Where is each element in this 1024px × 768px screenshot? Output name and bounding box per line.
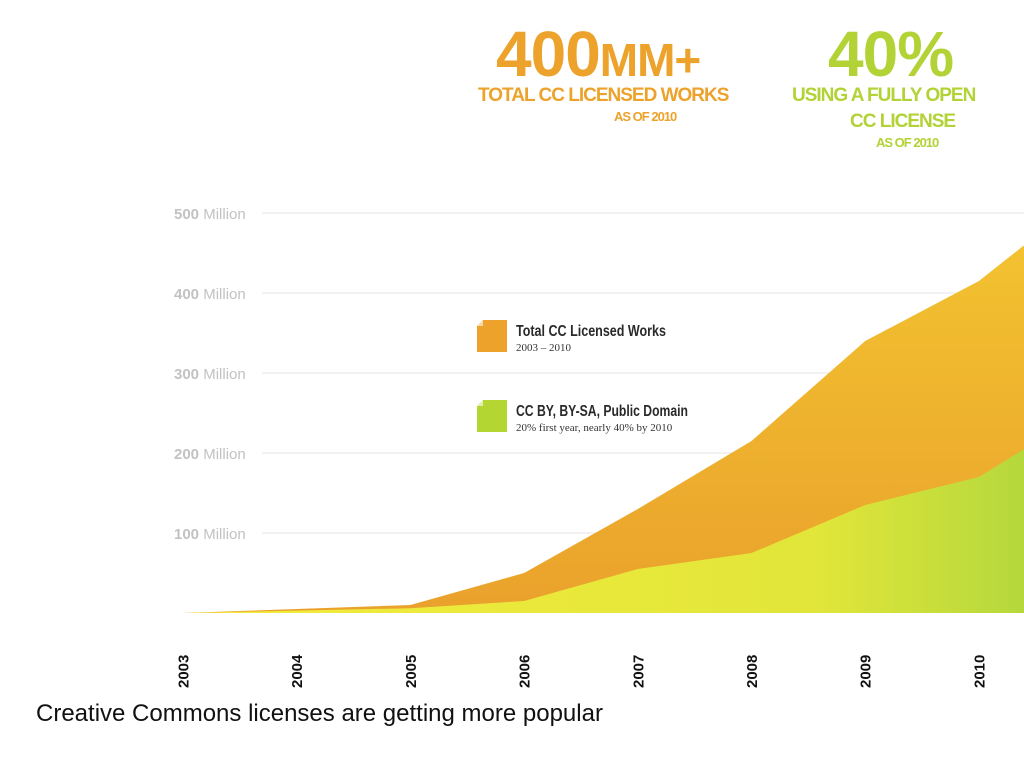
- stat-open-sub: AS OF 2010: [876, 135, 939, 150]
- stat-open-label-line1: USING A FULLY OPEN: [792, 85, 976, 106]
- area-chart: 500 Million 400 Million 300 Million 200 Mil…: [174, 206, 1024, 688]
- legend-label: Total CC Licensed Works: [516, 323, 666, 340]
- legend-swatch: [477, 320, 507, 352]
- y-tick-label: 300 Million: [174, 366, 246, 383]
- stat-open-number: 40%: [828, 18, 954, 90]
- stat-open-label-line2: CC LICENSE: [850, 111, 956, 132]
- stat-total-number-unit: MM+: [599, 34, 701, 86]
- slide-caption: Creative Commons licenses are getting mo…: [36, 700, 603, 727]
- area-cc-by-by-sa-public-domain: [183, 449, 1024, 613]
- x-tick-label: 2004: [289, 654, 306, 688]
- x-tick-labels: 2003 2004 2005 2006 2007 2008 2009 2010: [176, 654, 989, 688]
- area-series: [183, 245, 1024, 613]
- legend-sublabel: 20% first year, nearly 40% by 2010: [516, 422, 673, 434]
- y-tick-labels: 500 Million 400 Million 300 Million 200 Mil…: [174, 206, 246, 543]
- stat-total-label: TOTAL CC LICENSED WORKS: [478, 85, 729, 106]
- legend-swatch: [477, 400, 507, 432]
- legend-swatch-fold: [477, 320, 483, 326]
- x-tick-label: 2009: [858, 655, 875, 688]
- x-tick-label: 2010: [971, 655, 988, 688]
- y-tick-label: 100 Million: [174, 526, 246, 543]
- x-tick-label: 2006: [517, 655, 534, 688]
- x-tick-label: 2007: [630, 655, 647, 688]
- stat-total-number: 400MM+: [496, 22, 701, 86]
- legend: Total CC Licensed Works 2003 – 2010 CC BY,…: [477, 320, 688, 434]
- stat-total-sub: AS OF 2010: [614, 109, 677, 124]
- y-tick-label: 500 Million: [174, 206, 246, 223]
- area-total-cc-licensed-works: [183, 245, 1024, 613]
- legend-sublabel: 2003 – 2010: [516, 342, 572, 354]
- y-tick-label: 400 Million: [174, 286, 246, 303]
- y-tick-label: 200 Million: [174, 446, 246, 463]
- legend-swatch-fold: [477, 400, 483, 406]
- x-tick-label: 2005: [403, 655, 420, 688]
- x-tick-label: 2003: [176, 655, 193, 688]
- legend-label: CC BY, BY-SA, Public Domain: [516, 403, 688, 420]
- x-tick-label: 2008: [744, 655, 761, 688]
- stat-total-number-value: 400: [496, 18, 601, 90]
